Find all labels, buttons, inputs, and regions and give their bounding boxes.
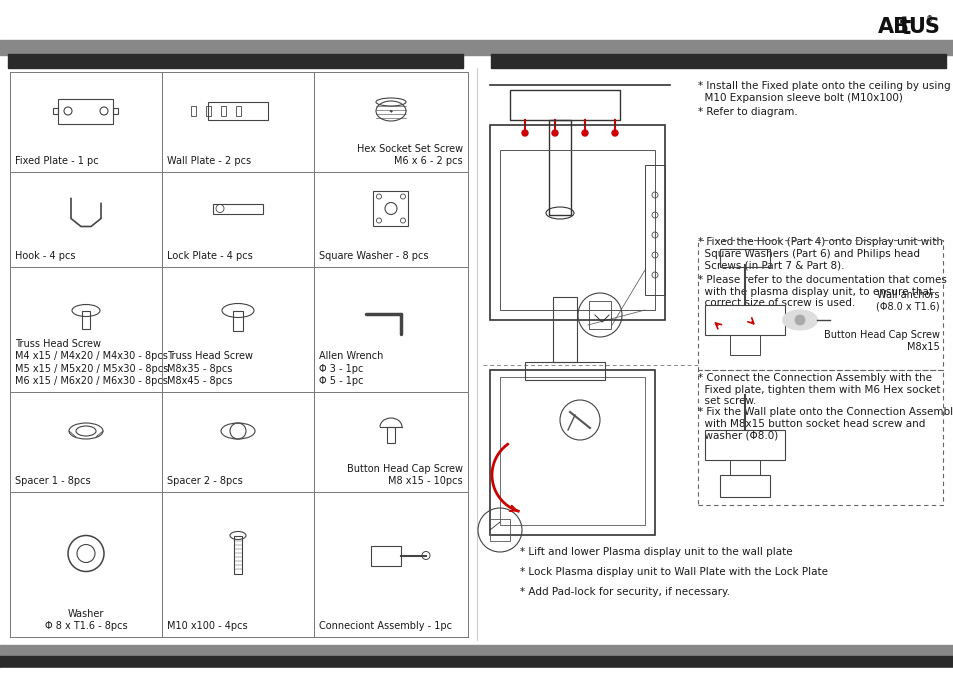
- Bar: [8, 54, 462, 68]
- Bar: [698, 370, 942, 505]
- Text: Button Head Cap Screw
M8 x15 - 10pcs: Button Head Cap Screw M8 x15 - 10pcs: [347, 464, 462, 486]
- Bar: [82, 310, 90, 329]
- Text: Square Washer - 8 pcs: Square Washer - 8 pcs: [318, 251, 428, 261]
- Text: Fixed Plate - 1 pc: Fixed Plate - 1 pc: [15, 156, 98, 166]
- Bar: [704, 305, 784, 335]
- Text: Washer
Φ 8 x T1.6 - 8pcs: Washer Φ 8 x T1.6 - 8pcs: [45, 609, 127, 631]
- Bar: [221, 106, 226, 116]
- Text: * Please refer to the documentation that comes
  with the plasma display unit, t: * Please refer to the documentation that…: [698, 275, 946, 308]
- Bar: [588, 301, 610, 329]
- Text: Wall Plate - 2 pcs: Wall Plate - 2 pcs: [167, 156, 251, 166]
- Bar: [704, 430, 784, 460]
- Bar: [235, 106, 241, 116]
- Bar: [233, 535, 242, 574]
- Circle shape: [612, 130, 618, 136]
- Text: Spacer 2 - 8pcs: Spacer 2 - 8pcs: [167, 476, 242, 486]
- Text: * Install the Fixed plate onto the ceiling by using
  M10 Expansion sleeve bolt : * Install the Fixed plate onto the ceili…: [698, 81, 949, 103]
- Circle shape: [794, 315, 804, 325]
- Bar: [387, 427, 395, 443]
- Text: Truss Head Screw
M8x35 - 8pcs
M8x45 - 8pcs: Truss Head Screw M8x35 - 8pcs M8x45 - 8p…: [167, 351, 253, 386]
- Text: * Add Pad-lock for security, if necessary.: * Add Pad-lock for security, if necessar…: [519, 587, 729, 597]
- Bar: [510, 90, 619, 120]
- Bar: [490, 125, 664, 320]
- Text: * Refer to diagram.: * Refer to diagram.: [698, 107, 797, 117]
- Bar: [113, 108, 118, 114]
- Text: * Lock Plasma display unit to Wall Plate with the Lock Plate: * Lock Plasma display unit to Wall Plate…: [519, 567, 827, 577]
- Text: Lock Plate - 4 pcs: Lock Plate - 4 pcs: [167, 251, 253, 261]
- Bar: [499, 377, 644, 525]
- Circle shape: [552, 130, 558, 136]
- Text: Hook - 4 pcs: Hook - 4 pcs: [15, 251, 75, 261]
- Text: * Lift and lower Plasma display unit to the wall plate: * Lift and lower Plasma display unit to …: [519, 547, 792, 557]
- Bar: [548, 120, 571, 215]
- Bar: [53, 108, 58, 114]
- Bar: [553, 297, 577, 362]
- Text: M10 x100 - 4pcs: M10 x100 - 4pcs: [167, 621, 248, 631]
- Text: Spacer 1 - 8pcs: Spacer 1 - 8pcs: [15, 476, 91, 486]
- Text: Hex Socket Set Screw
M6 x 6 - 2 pcs: Hex Socket Set Screw M6 x 6 - 2 pcs: [356, 144, 462, 166]
- Text: Wall anchors
(Φ8.0 x T1.6): Wall anchors (Φ8.0 x T1.6): [876, 290, 939, 312]
- Bar: [206, 106, 211, 116]
- Bar: [491, 54, 945, 68]
- Bar: [720, 475, 769, 497]
- Bar: [191, 106, 195, 116]
- Bar: [644, 165, 664, 295]
- Bar: [729, 460, 760, 475]
- Bar: [729, 335, 760, 355]
- Bar: [490, 370, 655, 535]
- Bar: [0, 668, 953, 675]
- Bar: [0, 645, 953, 657]
- Bar: [499, 150, 655, 310]
- Bar: [374, 191, 408, 226]
- Text: ®: ®: [925, 16, 933, 24]
- Text: AB: AB: [877, 17, 909, 37]
- Bar: [0, 40, 953, 55]
- Bar: [0, 0, 953, 40]
- Text: Button Head Cap Screw
M8x15: Button Head Cap Screw M8x15: [823, 330, 939, 352]
- Circle shape: [521, 130, 527, 136]
- Text: Allen Wrench
Φ 3 - 1pc
Φ 5 - 1pc: Allen Wrench Φ 3 - 1pc Φ 5 - 1pc: [318, 351, 383, 386]
- Text: * Fixed the Hook (Part 4) onto Display unit with
  Square Washers (Part 6) and P: * Fixed the Hook (Part 4) onto Display u…: [698, 237, 942, 270]
- Bar: [233, 310, 243, 331]
- Text: * Fix the Wall plate onto the Connection Assembly
  with M8x15 button socket hea: * Fix the Wall plate onto the Connection…: [698, 407, 953, 440]
- Bar: [371, 545, 400, 566]
- Bar: [213, 203, 263, 213]
- Circle shape: [581, 130, 587, 136]
- Bar: [58, 99, 113, 124]
- Ellipse shape: [781, 310, 817, 330]
- Text: t: t: [899, 15, 910, 39]
- Bar: [208, 102, 268, 120]
- Bar: [0, 656, 953, 669]
- Bar: [490, 519, 510, 541]
- Bar: [698, 240, 942, 370]
- Text: US: US: [907, 17, 939, 37]
- Text: Truss Head Screw
M4 x15 / M4x20 / M4x30 - 8pcs
M5 x15 / M5x20 / M5x30 - 8pcs
M6 : Truss Head Screw M4 x15 / M4x20 / M4x30 …: [15, 339, 168, 386]
- Bar: [720, 249, 769, 267]
- Text: * Connect the Connection Assembly with the
  Fixed plate, tighten them with M6 H: * Connect the Connection Assembly with t…: [698, 373, 940, 406]
- Bar: [524, 362, 604, 380]
- Text: Conneciont Assembly - 1pc: Conneciont Assembly - 1pc: [318, 621, 452, 631]
